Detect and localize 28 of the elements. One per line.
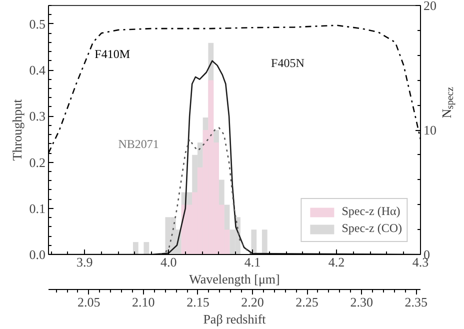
x-tick-label: 3.9 <box>76 254 93 270</box>
series-label: F410M <box>94 46 130 61</box>
x2-tick-label: 2.10 <box>132 294 155 310</box>
x-tick-label: 4.1 <box>244 254 261 270</box>
x-tick-label: 4.2 <box>328 254 345 270</box>
legend-label: Spec-z (CO) <box>342 221 402 236</box>
x2-tick-label: 2.30 <box>350 294 373 310</box>
y2-axis-title: Nspecz <box>439 86 456 118</box>
x2-tick-label: 2.25 <box>296 294 318 310</box>
y2-tick-label: 10 <box>424 122 436 138</box>
y-tick-label: 0.4 <box>29 62 46 78</box>
x2-axis-title: Paβ redshift <box>203 312 266 326</box>
y-tick-label: 0.3 <box>29 108 46 124</box>
x2-tick-label: 2.20 <box>241 294 264 310</box>
x2-tick-label: 2.15 <box>186 294 210 310</box>
x2-tick-label: 2.35 <box>404 294 428 310</box>
y2-tick-label: 20 <box>424 0 436 13</box>
y-tick-label: 0.2 <box>29 154 46 170</box>
text: F405N <box>271 56 305 70</box>
y-tick-label: 0.5 <box>29 16 46 32</box>
y-tick-label: 0.1 <box>29 200 46 216</box>
text: NB2071 <box>118 136 159 151</box>
legend-label: Spec-z (Hα) <box>342 204 400 219</box>
x-axis-title: Wavelength [μm] <box>189 272 280 286</box>
x-tick-label: 4.0 <box>160 254 177 270</box>
x2-tick-label: 2.05 <box>77 294 100 310</box>
y-axis-title: Throughput <box>9 98 24 161</box>
y-tick-label: 0.0 <box>29 247 46 262</box>
